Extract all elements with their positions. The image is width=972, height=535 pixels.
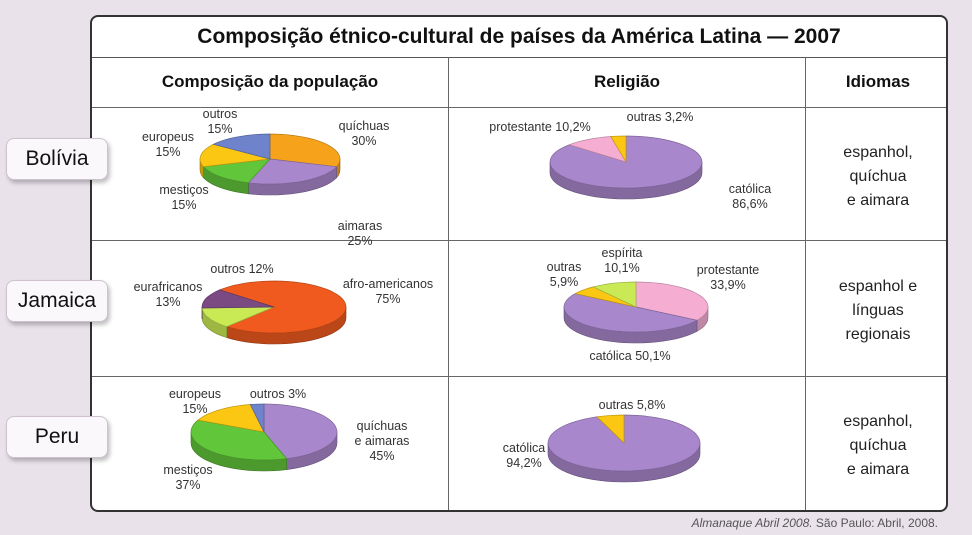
slice-label: católica 50,1% (589, 349, 670, 363)
pie-slice-outros (201, 289, 275, 309)
pie-chart-4: protestante 33,9% católica 50,1% outras 5,9%… (547, 246, 760, 363)
slice-label: aimaras 25% (338, 219, 382, 248)
row-divider (92, 376, 946, 377)
pie-chart-2: católica 86,6% protestante 10,2% outras 3,2… (489, 110, 771, 211)
row-divider (92, 240, 946, 241)
pie-slice-outros (249, 403, 265, 433)
source-details: São Paulo: Abril, 2008. (812, 516, 938, 530)
header-religiao: Religião (593, 72, 661, 91)
country-label-bolivia: Bolívia (6, 138, 108, 180)
slice-label: católica 94,2% (503, 441, 545, 470)
pie-slice-espírita (592, 281, 637, 308)
row-divider (92, 107, 946, 108)
language-line: e aimara (846, 461, 910, 478)
column-divider (448, 57, 449, 510)
language-line: regionais (845, 326, 911, 343)
pie-chart-5: quíchuas e aimaras 45% mestiços 37% europeus 1… (163, 387, 409, 492)
slice-label: outros 12% (210, 262, 273, 276)
table-frame: Composição étnico-cultural de países da … (90, 15, 948, 512)
slice-label: protestante 33,9% (697, 263, 760, 292)
languages-bolivia: espanhol, quíchua e aimara (806, 141, 946, 213)
slice-label: europeus 15% (169, 387, 221, 416)
slice-label: outros 15% (203, 107, 238, 136)
pie-slice-quíchuas-e-aimaras (263, 403, 338, 459)
country-label-peru: Peru (6, 416, 108, 458)
pie-slice-protestante (568, 136, 627, 163)
pie-slice-outras (574, 286, 637, 308)
slice-label: eurafricanos 13% (134, 280, 203, 309)
language-line: quíchua (849, 437, 907, 454)
language-line: espanhol, (843, 144, 913, 161)
header-populacao: Composição da população (161, 72, 379, 91)
pie-chart-1: quíchuas 30% aimaras 25% mestiços 15% europeus… (142, 107, 389, 248)
slice-label: mestiços 37% (163, 463, 212, 492)
table-title: Composição étnico-cultural de países da … (92, 17, 946, 58)
slice-label: afro-americanos 75% (343, 277, 433, 306)
pie-slice-aimaras (247, 158, 338, 185)
pie-slice-europeus (197, 404, 265, 433)
slice-label: outras 3,2% (627, 110, 694, 124)
pie-slice-católica (563, 293, 699, 333)
language-line: línguas (852, 302, 904, 319)
language-line: quíchua (849, 168, 907, 185)
source-publication: Almanaque Abril 2008. (691, 516, 813, 530)
pie-slice-europeus (199, 143, 271, 168)
country-label-jamaica: Jamaica (6, 280, 108, 322)
pie-charts: quíchuas 30% aimaras 25% mestiços 15% europeus… (134, 107, 772, 492)
languages-peru: espanhol, quíchua e aimara (806, 410, 946, 482)
language-line: espanhol e (838, 278, 918, 295)
column-divider (805, 57, 806, 510)
slice-label: outros 3% (250, 387, 306, 401)
language-line: e aimara (846, 192, 910, 209)
slice-label: mestiços 15% (159, 183, 208, 212)
pie-slice-outras (596, 414, 625, 444)
header-idiomas: Idiomas (845, 72, 911, 91)
pie-slice-afro-americanos (218, 280, 347, 334)
slice-label: protestante 10,2% (489, 120, 590, 134)
slice-label: quíchuas 30% (339, 119, 390, 148)
pie-slice-eurafricanos (201, 306, 275, 327)
slice-label: outras 5,8% (599, 398, 666, 412)
pie-slice-outras (610, 135, 627, 164)
slice-label: católica 86,6% (729, 182, 771, 211)
pie-slice-quíchuas (269, 133, 341, 168)
slice-label: outras 5,9% (547, 260, 582, 289)
pie-chart-6: católica 94,2% outras 5,8% (503, 398, 701, 483)
pie-slice-outros (212, 133, 271, 160)
languages-jamaica: espanhol e línguas regionais (806, 275, 946, 347)
slice-label: espírita 10,1% (602, 246, 643, 275)
slice-label: quíchuas e aimaras 45% (355, 419, 410, 463)
language-line: espanhol, (843, 413, 913, 430)
slice-label: europeus 15% (142, 130, 194, 159)
pie-chart-3: afro-americanos 75% eurafricanos 13% outros … (134, 262, 433, 345)
pie-slice-mestiços (190, 419, 288, 461)
source-note: Almanaque Abril 2008. São Paulo: Abril, … (692, 516, 938, 530)
